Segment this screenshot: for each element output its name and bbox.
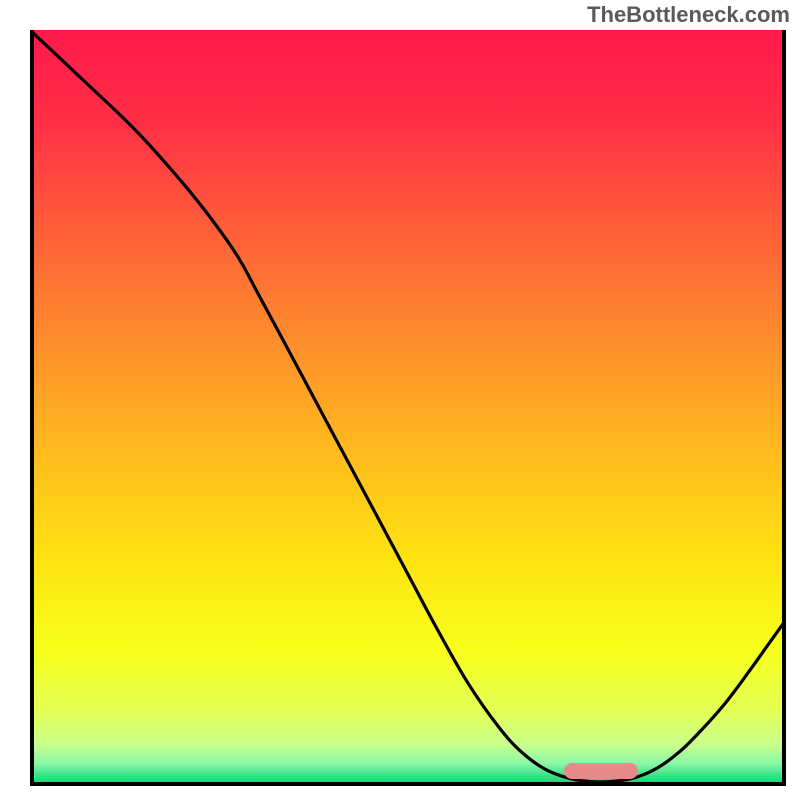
background-gradient xyxy=(30,30,786,786)
watermark-text: TheBottleneck.com xyxy=(587,2,790,28)
chart-container: TheBottleneck.com xyxy=(0,0,800,800)
optimal-range-marker xyxy=(564,763,638,779)
plot-area xyxy=(30,30,786,786)
